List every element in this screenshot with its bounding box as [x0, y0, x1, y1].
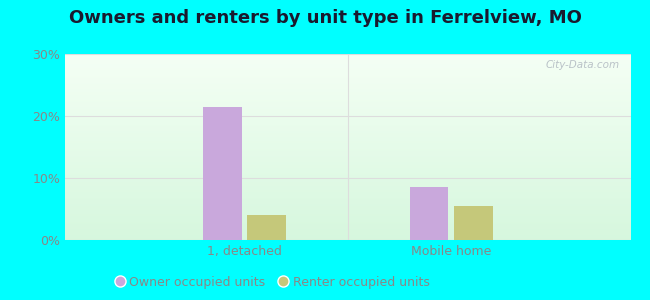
Bar — [203, 107, 242, 240]
Bar — [410, 187, 448, 240]
Text: City-Data.com: City-Data.com — [545, 60, 619, 70]
Legend: Owner occupied units, Renter occupied units: Owner occupied units, Renter occupied un… — [112, 271, 434, 294]
Text: Owners and renters by unit type in Ferrelview, MO: Owners and renters by unit type in Ferre… — [68, 9, 582, 27]
Bar — [454, 206, 493, 240]
Bar — [247, 215, 286, 240]
